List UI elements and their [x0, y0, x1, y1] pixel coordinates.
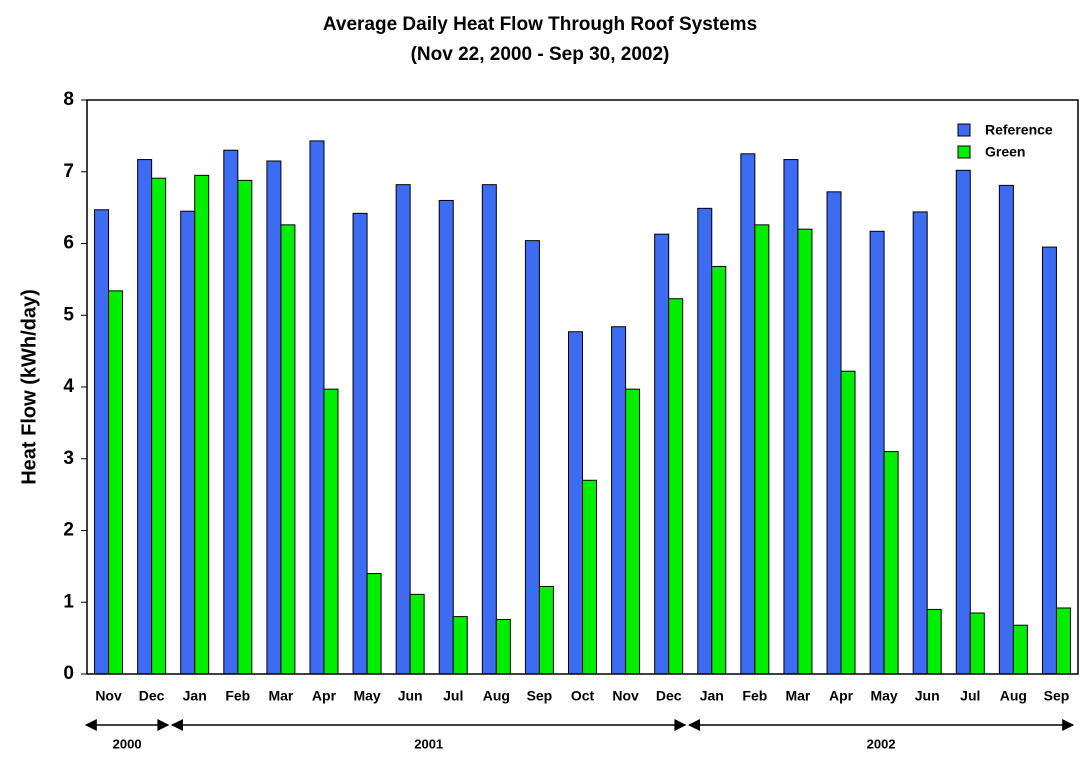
bar [94, 209, 110, 675]
bar [654, 233, 670, 675]
bar [452, 616, 468, 675]
y-tick-label: 5 [63, 304, 74, 325]
bar [998, 184, 1014, 675]
bar [223, 149, 239, 675]
legend-swatch [957, 123, 971, 137]
x-tick-label: Apr [312, 688, 337, 704]
x-tick-label: Nov [612, 688, 639, 704]
bar [538, 585, 554, 675]
x-tick-label: Feb [742, 688, 767, 704]
bar [108, 290, 124, 675]
x-tick-label: Jul [960, 688, 980, 704]
y-tick-label: 3 [63, 448, 74, 469]
bar [409, 593, 425, 675]
x-tick-label: Jan [700, 688, 724, 704]
bar [194, 174, 210, 675]
y-axis-label: Heat Flow (kWh/day) [18, 289, 40, 485]
x-tick-label: Jun [915, 688, 940, 704]
x-tick-label: Sep [527, 688, 553, 704]
bar [697, 207, 713, 675]
bar [266, 160, 282, 675]
bar [826, 191, 842, 675]
bar [352, 212, 368, 675]
bar [1055, 607, 1071, 675]
year-label: 2001 [414, 736, 443, 751]
bar [869, 230, 885, 675]
y-tick-label: 4 [63, 376, 74, 397]
legend-swatch [957, 145, 971, 159]
x-tick-label: Jun [398, 688, 423, 704]
bar [1012, 624, 1028, 675]
x-tick-label: Dec [139, 688, 165, 704]
bar [912, 211, 928, 675]
bar [711, 265, 727, 675]
bar [481, 184, 497, 675]
y-tick-label: 8 [63, 89, 74, 110]
bar [180, 210, 196, 675]
bar [797, 228, 813, 675]
bar [280, 224, 296, 675]
bar [740, 153, 756, 675]
bar [611, 326, 627, 675]
bar [754, 224, 770, 675]
bar [237, 179, 253, 675]
x-tick-label: Jul [443, 688, 463, 704]
y-tick-label: 7 [63, 161, 74, 182]
x-tick-label: Dec [656, 688, 682, 704]
x-tick-label: Mar [268, 688, 293, 704]
x-tick-label: Mar [785, 688, 810, 704]
bar [783, 159, 799, 675]
chart-subtitle: (Nov 22, 2000 - Sep 30, 2002) [411, 44, 670, 65]
legend-label: Green [985, 144, 1025, 160]
year-label: 2000 [113, 736, 142, 751]
bar [151, 177, 167, 675]
bar [969, 612, 985, 675]
y-tick-label: 2 [63, 520, 74, 541]
bar [883, 451, 899, 675]
bar [438, 199, 454, 675]
x-tick-label: May [353, 688, 380, 704]
bar [366, 573, 382, 675]
y-tick-label: 6 [63, 233, 74, 254]
legend-label: Reference [985, 122, 1053, 138]
bar [582, 479, 597, 675]
bar [495, 618, 511, 675]
x-tick-label: Sep [1044, 688, 1070, 704]
y-tick-label: 1 [63, 591, 74, 612]
x-tick-label: Apr [829, 688, 854, 704]
x-tick-label: Nov [95, 688, 122, 704]
x-tick-label: Aug [483, 688, 510, 704]
plot-border [86, 99, 1079, 675]
bar [926, 608, 942, 675]
x-tick-label: Feb [225, 688, 250, 704]
bar [568, 331, 583, 675]
bar [668, 298, 684, 675]
bar [137, 159, 153, 675]
bar [309, 140, 325, 675]
x-tick-label: Aug [1000, 688, 1027, 704]
bar [840, 370, 856, 675]
x-tick-label: Jan [183, 688, 207, 704]
bar [323, 388, 339, 675]
x-tick-label: Oct [571, 688, 595, 704]
bar [395, 184, 411, 675]
chart-title: Average Daily Heat Flow Through Roof Sys… [323, 14, 757, 35]
x-tick-label: May [870, 688, 897, 704]
y-tick-label: 0 [63, 663, 74, 684]
year-label: 2002 [867, 736, 896, 751]
bar [625, 388, 641, 675]
bar [1041, 246, 1057, 675]
bar [524, 240, 540, 675]
bar [955, 169, 971, 675]
